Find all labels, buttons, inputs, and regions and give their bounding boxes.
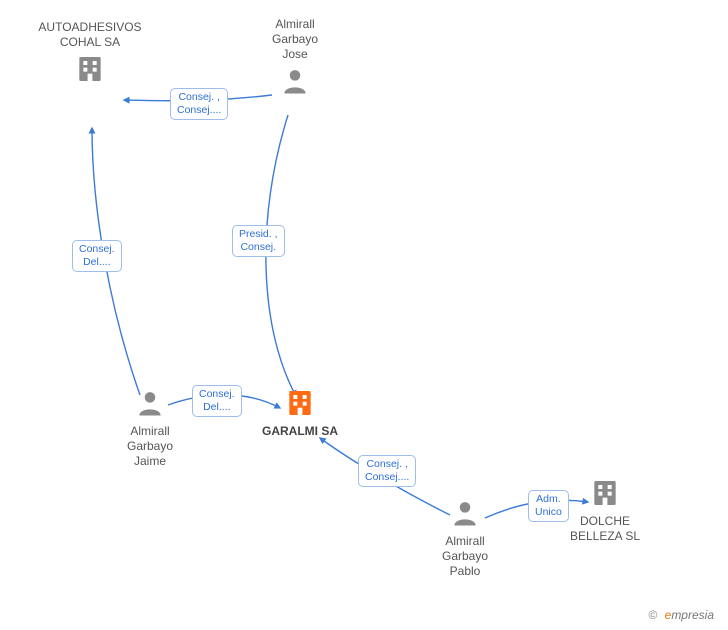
node-jose[interactable]: AlmirallGarbayoJose <box>235 17 355 98</box>
node-pablo[interactable]: AlmirallGarbayoPablo <box>405 496 525 579</box>
edge-label-jose-autoadhesivos: Consej. , Consej.... <box>170 88 228 120</box>
diagram-canvas: AUTOADHESIVOSCOHAL SA AlmirallGarbayoJos… <box>0 0 728 630</box>
person-icon <box>278 64 312 98</box>
building-icon <box>588 476 622 510</box>
node-label: DOLCHEBELLEZA SL <box>570 514 640 544</box>
building-icon <box>73 52 107 86</box>
person-icon <box>133 386 167 420</box>
edge-label-jose-garalmi: Presid. , Consej. <box>232 225 285 257</box>
node-autoadhesivos[interactable]: AUTOADHESIVOSCOHAL SA <box>30 20 150 86</box>
building-icon <box>283 386 317 420</box>
node-garalmi[interactable]: GARALMI SA <box>240 386 360 439</box>
edge-label-pablo-garalmi: Consej. , Consej.... <box>358 455 416 487</box>
edge-label-jaime-autoadhesivos: Consej. Del.... <box>72 240 122 272</box>
person-icon <box>448 496 482 530</box>
edge-label-pablo-dolche: Adm. Unico <box>528 490 569 522</box>
node-label: AlmirallGarbayoPablo <box>442 534 488 579</box>
node-label: AlmirallGarbayoJose <box>272 17 318 62</box>
brand-rest: mpresia <box>671 608 714 622</box>
copyright-symbol: © <box>648 608 657 622</box>
node-label: GARALMI SA <box>262 424 338 439</box>
footer-credit: © empresia <box>648 608 714 622</box>
node-label: AlmirallGarbayoJaime <box>127 424 173 469</box>
node-label: AUTOADHESIVOSCOHAL SA <box>38 20 141 50</box>
edge-label-jaime-garalmi: Consej. Del.... <box>192 385 242 417</box>
